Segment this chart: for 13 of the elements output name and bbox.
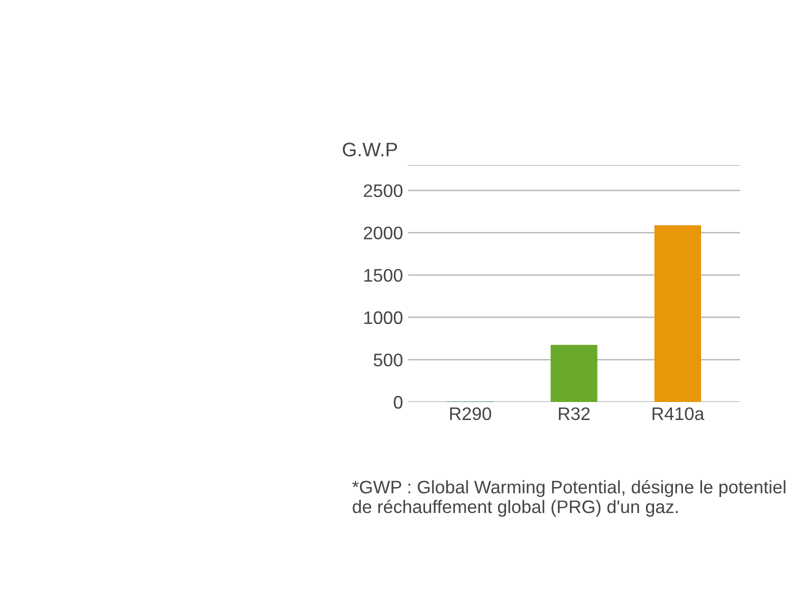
bar (654, 225, 702, 402)
y-tick-label: 500 (374, 354, 402, 366)
y-axis-title: G.W.P (342, 142, 398, 156)
text: *GWP : Global Warming Potential, désigne le potentiel de réchauffement global (PRG) d'un gaz. (352, 480, 786, 517)
x-tick-label: R32 (558, 407, 590, 420)
y-tick-label: 1000 (364, 311, 402, 324)
x-tick-label: R410a (652, 407, 704, 420)
bar (550, 344, 598, 402)
y-tick-label: 0 (394, 396, 402, 409)
y-tick-label: 2000 (364, 226, 402, 240)
x-tick-label: R290 (450, 407, 492, 420)
y-tick-label: 2500 (364, 184, 402, 198)
y-tick-label: 1500 (364, 268, 402, 282)
